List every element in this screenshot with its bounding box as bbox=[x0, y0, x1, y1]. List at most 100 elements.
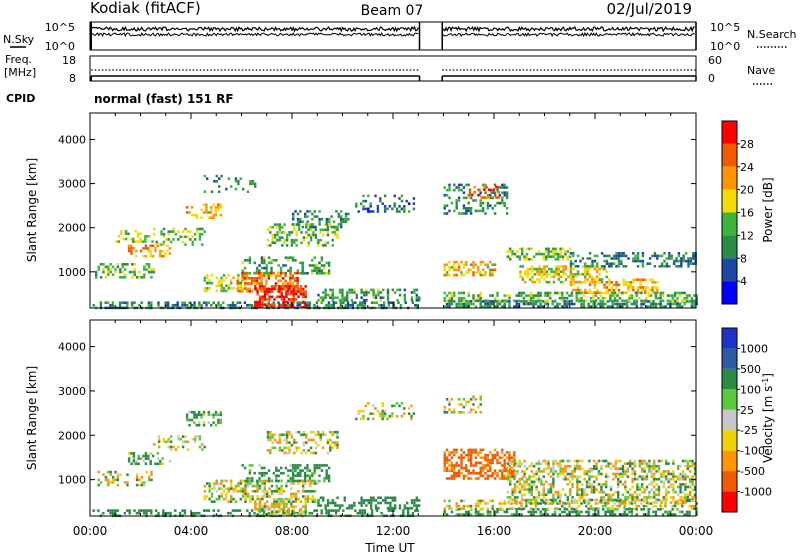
velocity-cell bbox=[374, 407, 377, 410]
power-cell bbox=[254, 303, 257, 306]
power-cell bbox=[323, 266, 326, 270]
velocity-cell bbox=[135, 459, 138, 463]
power-cell bbox=[479, 199, 482, 202]
power-cell bbox=[348, 288, 351, 292]
power-cell bbox=[606, 291, 610, 295]
velocity-cell bbox=[116, 509, 119, 512]
velocity-cell bbox=[561, 477, 565, 481]
velocity-cell bbox=[501, 507, 504, 510]
velocity-cell bbox=[530, 475, 533, 478]
velocity-cell bbox=[275, 502, 279, 506]
velocity-cell bbox=[334, 509, 338, 512]
velocity-cell bbox=[285, 484, 288, 488]
velocity-cell bbox=[225, 495, 228, 498]
power-cell bbox=[374, 194, 377, 198]
velocity-cell bbox=[664, 504, 667, 508]
velocity-cell bbox=[248, 471, 252, 475]
velocity-cell bbox=[275, 510, 279, 514]
power-cell bbox=[532, 300, 535, 303]
power-cell bbox=[258, 298, 262, 301]
power-cell bbox=[318, 217, 321, 221]
velocity-cell bbox=[528, 485, 531, 489]
power-cell bbox=[383, 210, 387, 213]
velocity-cell bbox=[491, 461, 494, 465]
power-cell bbox=[687, 265, 690, 268]
power-cell bbox=[122, 237, 125, 241]
velocity-cell bbox=[219, 410, 222, 414]
power-cell bbox=[255, 279, 259, 283]
power-cell bbox=[260, 282, 263, 285]
power-cell bbox=[455, 186, 458, 189]
velocity-cell bbox=[294, 464, 297, 467]
power-cell bbox=[568, 300, 571, 303]
velocity-cell bbox=[288, 441, 291, 444]
power-cell bbox=[539, 299, 542, 303]
velocity-cell bbox=[457, 411, 461, 414]
power-cell bbox=[222, 289, 226, 293]
velocity-cell bbox=[486, 461, 490, 465]
power-cell bbox=[481, 207, 485, 210]
power-cell bbox=[572, 278, 575, 281]
velocity-cell bbox=[568, 504, 571, 508]
power-cell bbox=[505, 299, 509, 303]
power-cell bbox=[493, 268, 497, 272]
power-cell bbox=[460, 260, 463, 264]
velocity-cell bbox=[210, 495, 214, 498]
power-cell bbox=[286, 304, 290, 307]
velocity-cell bbox=[474, 504, 478, 508]
velocity-cell bbox=[443, 411, 446, 414]
power-cell bbox=[254, 305, 257, 309]
power-cell bbox=[403, 296, 406, 299]
power-cell bbox=[483, 185, 486, 189]
power-cell bbox=[263, 295, 267, 299]
velocity-cell bbox=[323, 479, 326, 483]
power-cell bbox=[280, 290, 283, 293]
power-cell bbox=[346, 299, 349, 302]
velocity-cell bbox=[303, 479, 307, 483]
power-cell bbox=[272, 301, 275, 304]
velocity-cell bbox=[203, 495, 206, 498]
noise-right-tick-bottom: 10^0 bbox=[710, 40, 740, 53]
velocity-cell bbox=[145, 509, 148, 512]
velocity-cell bbox=[321, 446, 325, 450]
power-cell bbox=[577, 291, 581, 295]
power-cell bbox=[491, 268, 494, 272]
power-cell bbox=[351, 304, 355, 307]
velocity-cell bbox=[278, 492, 281, 496]
power-cell bbox=[289, 287, 292, 290]
power-cell bbox=[515, 302, 518, 306]
power-cell bbox=[353, 291, 356, 294]
power-cell bbox=[486, 305, 490, 308]
velocity-cell bbox=[135, 462, 138, 466]
velocity-cell bbox=[590, 475, 593, 478]
power-cell bbox=[453, 268, 456, 272]
power-cell bbox=[355, 202, 358, 205]
power-cell bbox=[462, 299, 466, 303]
velocity-cell bbox=[411, 511, 415, 515]
velocity-cell bbox=[243, 466, 247, 470]
velocity-cell bbox=[672, 472, 675, 476]
velocity-cell bbox=[518, 488, 521, 491]
velocity-cell bbox=[648, 464, 651, 468]
power-cell bbox=[282, 287, 286, 291]
velocity-cell bbox=[263, 482, 266, 485]
velocity-cell bbox=[518, 459, 521, 463]
power-cell bbox=[589, 305, 593, 308]
velocity-gap bbox=[420, 320, 441, 516]
power-cell bbox=[687, 257, 690, 260]
power-cell bbox=[636, 286, 640, 289]
power-cell bbox=[277, 272, 280, 275]
velocity-cell bbox=[576, 483, 579, 486]
power-cell bbox=[258, 305, 262, 309]
power-cell bbox=[237, 284, 240, 287]
power-cell bbox=[282, 282, 285, 285]
velocity-cell bbox=[251, 497, 254, 501]
velocity-cell bbox=[390, 509, 393, 512]
power-cell bbox=[469, 268, 473, 272]
velocity-cell bbox=[109, 470, 112, 474]
power-cell bbox=[304, 303, 307, 306]
time-tick-label: 00:00 bbox=[679, 524, 714, 538]
power-cell bbox=[468, 188, 472, 191]
velocity-cell bbox=[510, 472, 514, 475]
velocity-cell bbox=[645, 501, 649, 504]
